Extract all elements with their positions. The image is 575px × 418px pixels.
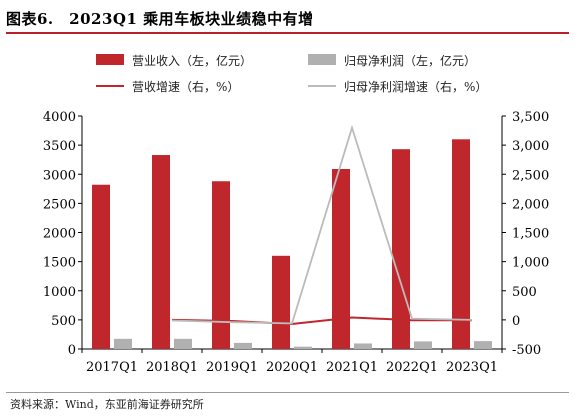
left-tick-label: 2000 [43,227,76,242]
legend-label-3: 归母净利润增速（右，%） [344,79,487,94]
legend: 营业收入（左，亿元） 归母净利润（左，亿元） 营收增速（右，%） 归母净利润增速（右，… [96,53,487,94]
chart: 营业收入（左，亿元） 归母净利润（左，亿元） 营收增速（右，%） 归母净利润增速（右，… [43,53,549,375]
left-tick-label: 500 [51,314,76,329]
right-tick-label: 500 [512,285,537,300]
right-tick-label: 1,500 [512,227,549,242]
left-tick-label: 4000 [43,110,76,125]
right-tick-label: 3,500 [512,110,549,125]
bar-net-profit [294,346,312,349]
left-axis: 0 500 1000 1500 2000 2500 3000 3500 4000 [43,110,83,358]
bar-revenue [212,181,230,349]
source-note: 资料来源：Wind，东亚前海证券研究所 [10,398,204,411]
x-tick-label: 2018Q1 [146,360,198,375]
bars [92,139,492,349]
left-tick-label: 2500 [43,197,76,212]
right-axis: -500 0 500 1,000 1,500 2,000 2,500 3,000 3,500 [501,110,549,358]
bar-net-profit [234,342,252,349]
line-net-profit-growth [171,124,473,325]
title-rule [6,32,569,34]
bar-revenue [92,184,110,349]
right-tick-label: 3,000 [512,139,549,154]
x-tick-label: 2022Q1 [386,360,438,375]
x-axis: 2017Q1 2018Q1 2019Q1 2020Q1 2021Q1 2022Q1 2023… [81,348,503,375]
right-tick-label: 2,500 [512,168,549,183]
lines [171,124,473,326]
legend-swatch-0 [96,54,124,65]
bar-net-profit [114,338,132,349]
left-tick-label: 3000 [43,168,76,183]
x-tick-label: 2019Q1 [206,360,258,375]
legend-swatch-1 [308,54,336,65]
x-tick-label: 2021Q1 [326,360,378,375]
left-tick-label: 0 [68,343,76,358]
left-tick-label: 1000 [43,285,76,300]
x-tick-label: 2020Q1 [266,360,318,375]
legend-label-0: 营业收入（左，亿元） [132,53,252,68]
bar-net-profit [354,343,372,349]
figure-title: 图表6. 2023Q1 乘用车板块业绩稳中有增 [6,10,314,28]
line-revenue-growth [171,316,472,326]
source-rule [6,392,569,393]
bar-net-profit [474,341,492,349]
bar-revenue [152,155,170,349]
bar-net-profit [414,341,432,349]
left-tick-label: 1500 [43,256,76,271]
bar-revenue [332,169,350,349]
right-tick-label: 1,000 [512,256,549,271]
x-tick-label: 2017Q1 [86,360,138,375]
bar-revenue [272,255,290,349]
right-tick-label: 2,000 [512,197,549,212]
legend-label-2: 营收增速（右，%） [132,79,239,94]
legend-label-1: 归母净利润（左，亿元） [344,53,476,68]
right-tick-label: 0 [512,314,520,329]
bar-revenue [452,139,470,349]
right-tick-label: -500 [512,343,541,358]
x-tick-label: 2023Q1 [446,360,498,375]
bar-net-profit [174,338,192,349]
left-tick-label: 3500 [43,139,76,154]
